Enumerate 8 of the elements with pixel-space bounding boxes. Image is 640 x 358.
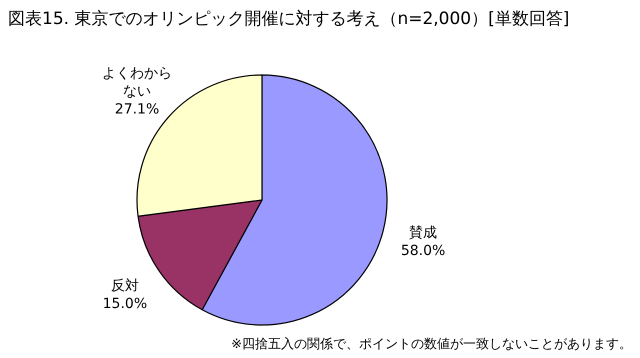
text: ※四捨五入の関係で、ポイントの数値が一致しないことがあります。 <box>231 337 632 352</box>
data-label: 15.0% <box>102 296 148 312</box>
data-label: 58.0% <box>400 243 446 260</box>
chart-title: 図表15. 東京でのオリンピック開催に対する考え（n=2,000）[単数回答] <box>8 9 570 29</box>
slice-label: 賛成 <box>409 225 438 242</box>
slice-label: よくわからない <box>102 65 172 100</box>
slice-label: 反対 <box>110 278 139 294</box>
data-label: 27.1% <box>114 101 160 118</box>
